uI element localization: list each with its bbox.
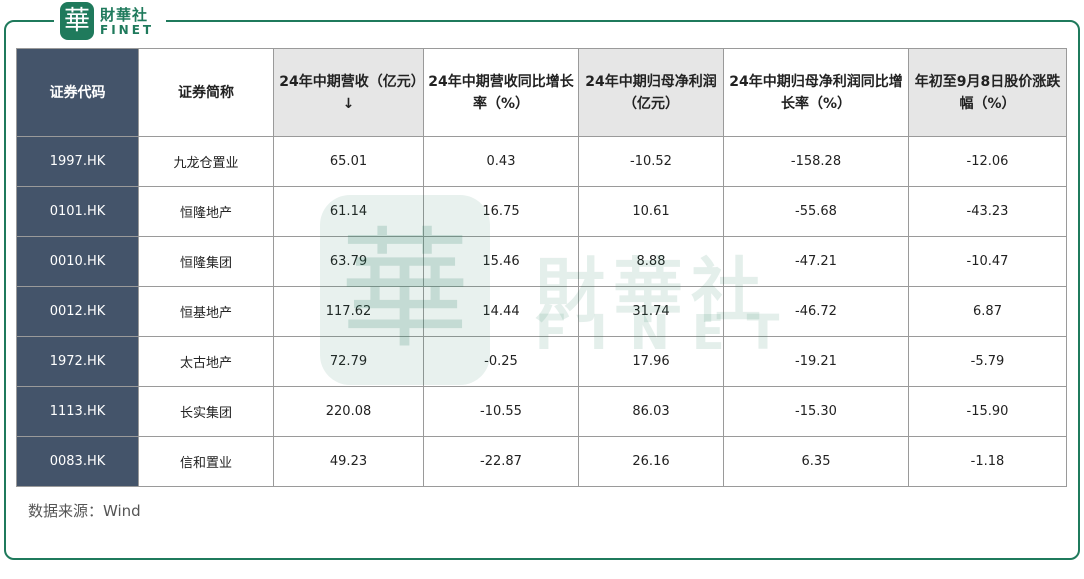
logo: 華 財華社 FINET	[54, 0, 166, 42]
table-cell: 63.79	[273, 236, 424, 287]
table-cell: 6.35	[723, 436, 909, 487]
table-cell: -22.87	[423, 436, 579, 487]
table-cell: 72.79	[273, 336, 424, 387]
header-cell: 证券代码	[16, 48, 139, 137]
table-cell: 1972.HK	[16, 336, 139, 387]
table-cell: -12.06	[908, 136, 1067, 187]
table-cell: -15.30	[723, 386, 909, 437]
table-cell: 65.01	[273, 136, 424, 187]
table-cell: -0.25	[423, 336, 579, 387]
table-cell: 太古地产	[138, 336, 274, 387]
table-cell: 117.62	[273, 286, 424, 337]
table-cell: -5.79	[908, 336, 1067, 387]
table-cell: 49.23	[273, 436, 424, 487]
table-cell: 0083.HK	[16, 436, 139, 487]
logo-en: FINET	[100, 23, 155, 37]
table-row: 0083.HK 信和置业 49.23 -22.87 26.16 6.35 -1.18	[16, 436, 1067, 487]
header-cell: 24年中期营收（亿元）↓	[273, 48, 424, 137]
table-cell: 长实集团	[138, 386, 274, 437]
table-cell: 恒隆集团	[138, 236, 274, 287]
table-cell: 61.14	[273, 186, 424, 237]
table-cell: 九龙仓置业	[138, 136, 274, 187]
table-cell: -1.18	[908, 436, 1067, 487]
header-cell: 24年中期营收同比增长率（%）	[423, 48, 579, 137]
table-cell: -19.21	[723, 336, 909, 387]
table-cell: 信和置业	[138, 436, 274, 487]
table-cell: -158.28	[723, 136, 909, 187]
source-note: 数据来源：Wind	[28, 502, 141, 520]
header-row: 证券代码 证券简称 24年中期营收（亿元）↓ 24年中期营收同比增长率（%） 24年中期…	[16, 48, 1067, 137]
table-cell: 220.08	[273, 386, 424, 437]
table-cell: 恒隆地产	[138, 186, 274, 237]
table-cell: 6.87	[908, 286, 1067, 337]
table-cell: 31.74	[578, 286, 724, 337]
table-cell: -55.68	[723, 186, 909, 237]
table-row: 0012.HK 恒基地产 117.62 14.44 31.74 -46.72 6.87	[16, 286, 1067, 337]
table-cell: 1113.HK	[16, 386, 139, 437]
table-cell: 26.16	[578, 436, 724, 487]
table-row: 1972.HK 太古地产 72.79 -0.25 17.96 -19.21 -5.79	[16, 336, 1067, 387]
table-row: 1997.HK 九龙仓置业 65.01 0.43 -10.52 -158.28 -12.06	[16, 136, 1067, 187]
table-cell: -46.72	[723, 286, 909, 337]
data-table: 证券代码 证券简称 24年中期营收（亿元）↓ 24年中期营收同比增长率（%） 24年中期…	[16, 48, 1067, 487]
table-cell: 1997.HK	[16, 136, 139, 187]
table-cell: -43.23	[908, 186, 1067, 237]
table-cell: -10.52	[578, 136, 724, 187]
table-cell: 14.44	[423, 286, 579, 337]
table-cell: -10.55	[423, 386, 579, 437]
table-cell: 8.88	[578, 236, 724, 287]
header-cell: 年初至9月8日股价涨跌幅（%）	[908, 48, 1067, 137]
table-cell: 15.46	[423, 236, 579, 287]
table-row: 1113.HK 长实集团 220.08 -10.55 86.03 -15.30 -15.90	[16, 386, 1067, 437]
table-cell: 0010.HK	[16, 236, 139, 287]
table-body: 1997.HK 九龙仓置业 65.01 0.43 -10.52 -158.28 -12.06…	[16, 136, 1067, 487]
table-row: 0101.HK 恒隆地产 61.14 16.75 10.61 -55.68 -43.23	[16, 186, 1067, 237]
table-cell: 10.61	[578, 186, 724, 237]
table-cell: 恒基地产	[138, 286, 274, 337]
table-cell: -47.21	[723, 236, 909, 287]
table-cell: 16.75	[423, 186, 579, 237]
table-cell: 86.03	[578, 386, 724, 437]
logo-name: 財華社	[100, 6, 149, 24]
frame	[4, 20, 1080, 560]
logo-mark: 華	[60, 2, 94, 40]
header-cell: 24年中期归母净利润同比增长率（%）	[723, 48, 909, 137]
table-cell: 17.96	[578, 336, 724, 387]
table-cell: -10.47	[908, 236, 1067, 287]
table-row: 0010.HK 恒隆集团 63.79 15.46 8.88 -47.21 -10.47	[16, 236, 1067, 287]
table-cell: 0101.HK	[16, 186, 139, 237]
table-cell: 0012.HK	[16, 286, 139, 337]
table-cell: -15.90	[908, 386, 1067, 437]
table-cell: 0.43	[423, 136, 579, 187]
header-cell: 24年中期归母净利润（亿元）	[578, 48, 724, 137]
header-cell: 证券简称	[138, 48, 274, 137]
